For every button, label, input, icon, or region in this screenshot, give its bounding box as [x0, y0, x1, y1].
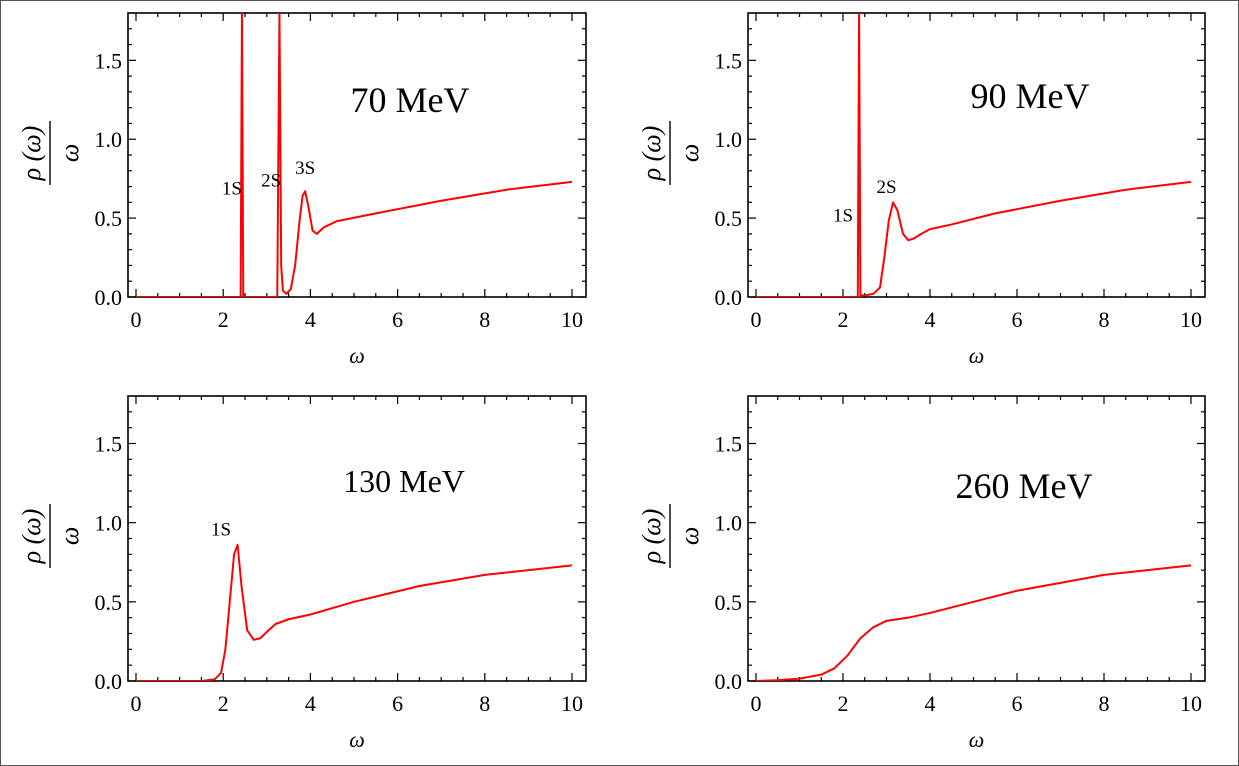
x-tick-label: 0 [131, 691, 142, 716]
x-axis-label: ω [349, 727, 365, 752]
y-tick-label: 1.5 [95, 432, 123, 457]
x-tick-label: 6 [392, 691, 403, 716]
chart-panel-3: 0 2 4 6 8 10 0.0 0.5 1.0 1.5 1S 130 MeV ω ρ (ω) ω [17, 395, 587, 752]
y-tick-label: 0.0 [95, 285, 123, 310]
x-axis-label: ω [969, 727, 985, 752]
y-axis-label: ρ (ω) ω [17, 121, 84, 185]
y-tick-label: 0.5 [715, 590, 743, 615]
y-tick-label: 1.5 [715, 48, 743, 73]
spectral-curve [136, 13, 573, 297]
x-axis-label: ω [969, 343, 985, 368]
plot-frame [127, 12, 587, 298]
chart-title: 90 MeV [971, 76, 1090, 116]
y-tick-label: 0.5 [95, 590, 123, 615]
panels-container: 0 2 4 6 8 10 0.0 0.5 1.0 1.5 1S 2S 3S 70 MeV ω ρ (ω) ω 0 2… [17, 12, 1206, 752]
y-tick-label: 1.5 [95, 48, 123, 73]
x-tick-label: 10 [561, 691, 583, 716]
y-tick-label: 1.0 [95, 127, 123, 152]
x-tick-label: 10 [1180, 691, 1202, 716]
y-axis-label-numerator: ρ (ω) [17, 126, 46, 182]
x-tick-label: 8 [1099, 691, 1110, 716]
peak-label-2s: 2S [261, 171, 281, 192]
chart-title: 70 MeV [351, 80, 470, 120]
plot-frame [127, 395, 587, 682]
x-axis-label: ω [349, 343, 365, 368]
peak-label-1s: 1S [211, 519, 231, 540]
x-tick-label: 6 [392, 307, 403, 332]
peak-label-3s: 3S [295, 158, 315, 179]
x-tick-label: 4 [925, 307, 936, 332]
y-axis-label: ρ (ω) ω [17, 504, 84, 568]
y-tick-label: 1.0 [715, 511, 743, 536]
plot-frame [747, 12, 1206, 298]
y-axis-label-denominator: ω [55, 527, 84, 545]
y-axis-label: ρ (ω) ω [637, 121, 704, 185]
y-tick-label: 0.5 [95, 206, 123, 231]
x-tick-label: 10 [561, 307, 583, 332]
y-tick-label: 0.0 [715, 669, 743, 694]
y-axis-label-denominator: ω [675, 527, 704, 545]
y-tick-label: 0.0 [95, 669, 123, 694]
spectral-curve [136, 543, 573, 681]
x-tick-label: 2 [218, 307, 229, 332]
x-tick-label: 10 [1180, 307, 1202, 332]
x-tick-label: 4 [305, 307, 316, 332]
y-tick-label: 0.0 [715, 285, 743, 310]
y-axis-label: ρ (ω) ω [637, 504, 704, 568]
spectral-curve [756, 13, 1192, 297]
x-tick-label: 0 [131, 307, 142, 332]
y-axis-label-numerator: ρ (ω) [17, 509, 46, 565]
peak-label-1s: 1S [222, 178, 242, 199]
peak-label-1s: 1S [833, 205, 853, 226]
x-tick-label: 0 [751, 691, 762, 716]
x-tick-label: 4 [305, 691, 316, 716]
y-tick-label: 1.0 [715, 127, 743, 152]
x-tick-label: 2 [838, 307, 849, 332]
chart-title: 260 MeV [956, 466, 1093, 506]
x-tick-label: 0 [751, 307, 762, 332]
y-axis-label-denominator: ω [675, 144, 704, 162]
y-axis-label-numerator: ρ (ω) [637, 509, 666, 565]
x-tick-label: 4 [925, 691, 936, 716]
chart-panel-1: 0 2 4 6 8 10 0.0 0.5 1.0 1.5 1S 2S 3S 70 MeV ω ρ (ω) ω [17, 12, 587, 368]
x-tick-label: 8 [1099, 307, 1110, 332]
y-tick-label: 1.5 [715, 432, 743, 457]
y-tick-label: 1.0 [95, 511, 123, 536]
spectral-curve [755, 564, 1192, 681]
peak-label-2s: 2S [876, 177, 896, 198]
x-tick-label: 6 [1012, 691, 1023, 716]
y-tick-label: 0.5 [715, 206, 743, 231]
chart-panel-2: 0 2 4 6 8 10 0.0 0.5 1.0 1.5 1S 2S 90 MeV ω ρ (ω) ω [637, 12, 1206, 368]
x-tick-label: 2 [838, 691, 849, 716]
plot-frame [747, 395, 1206, 682]
y-axis-label-denominator: ω [55, 144, 84, 162]
chart-panel-4: 0 2 4 6 8 10 0.0 0.5 1.0 1.5 260 MeV ω ρ (ω) ω [637, 395, 1206, 752]
chart-title: 130 MeV [343, 463, 465, 499]
x-tick-label: 8 [479, 691, 490, 716]
y-axis-label-numerator: ρ (ω) [637, 126, 666, 182]
x-tick-label: 2 [218, 691, 229, 716]
x-tick-label: 8 [479, 307, 490, 332]
x-tick-label: 6 [1012, 307, 1023, 332]
